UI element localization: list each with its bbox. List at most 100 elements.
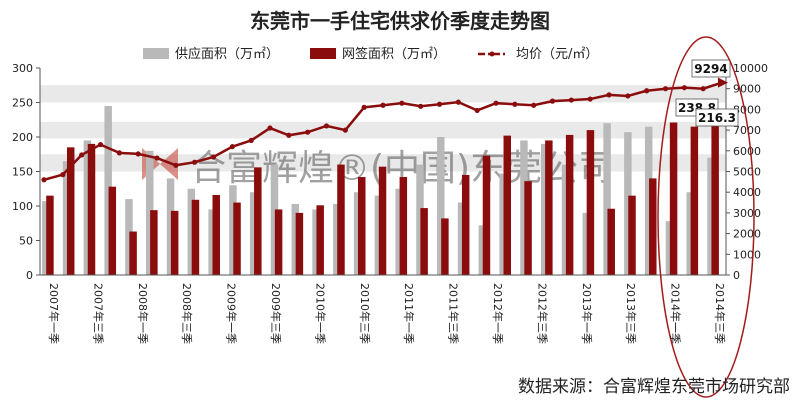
legend-price-label: 均价（元/㎡） — [516, 47, 598, 62]
price-point — [323, 123, 330, 129]
y-right-tick-label: 4000 — [733, 186, 761, 199]
signed-bar — [150, 210, 158, 275]
signed-bar — [628, 195, 636, 275]
y-left-tick-label: 50 — [19, 235, 33, 248]
signed-bar — [649, 178, 657, 275]
price-point — [681, 85, 687, 91]
supply-bar — [353, 192, 362, 275]
price-point — [361, 104, 367, 110]
price-point — [549, 98, 556, 104]
price-point — [512, 101, 518, 107]
supply-bar — [333, 203, 341, 275]
supply-bar — [707, 157, 715, 275]
supply-bar — [644, 126, 653, 276]
supply-bar — [208, 209, 216, 275]
price-point — [210, 154, 217, 160]
signed-bar — [316, 205, 324, 275]
signed-bar — [46, 195, 54, 275]
supply-bar — [42, 201, 50, 275]
signed-bar — [170, 210, 179, 275]
supply-bar — [166, 178, 175, 275]
legend-signed-label: 网签面积（万㎡） — [342, 46, 446, 62]
price-point — [41, 177, 47, 183]
price-point — [662, 86, 669, 92]
y-left-tick-label: 300 — [12, 62, 33, 75]
x-tick-label: 2007年三季 — [91, 283, 105, 344]
price-point — [342, 127, 348, 133]
y-right-tick-label: 1000 — [733, 248, 761, 261]
supply-bar — [540, 143, 549, 275]
x-tick-label: 2014年一季 — [669, 283, 683, 344]
price-point — [229, 144, 235, 150]
price-point — [305, 129, 311, 135]
y-left-tick-label: 250 — [12, 97, 33, 110]
y-right-tick-label: 8000 — [733, 103, 761, 116]
price-point — [286, 132, 292, 138]
supply-bar — [499, 173, 507, 275]
price-point — [474, 107, 480, 114]
y-right-tick-label: 9000 — [733, 83, 761, 96]
supply-bar — [291, 203, 300, 275]
highlight-ellipse — [657, 36, 755, 398]
supply-bar — [665, 221, 674, 275]
signed-bar — [129, 231, 137, 275]
supply-bar — [686, 192, 694, 275]
price-point — [380, 102, 386, 108]
price-point — [60, 172, 66, 178]
y-right-tick-label: 0 — [733, 269, 740, 282]
supply-bar — [582, 212, 591, 275]
signed-bar — [233, 202, 241, 275]
signed-bar — [212, 194, 220, 275]
price-point — [436, 101, 443, 107]
supply-bar — [457, 202, 466, 275]
callout-price-box — [691, 59, 731, 78]
supply-bar — [395, 188, 403, 275]
signed-bar — [358, 177, 366, 275]
legend-signed-swatch — [310, 48, 336, 59]
price-point — [267, 125, 273, 131]
legend-supply-swatch — [143, 48, 169, 59]
x-tick-label: 2013年一季 — [580, 283, 594, 344]
supply-bar — [187, 188, 196, 275]
signed-bar — [545, 140, 553, 275]
supply-bar — [561, 164, 570, 275]
axes: 0501001502002503000100020003000400050006… — [12, 62, 768, 282]
legend-supply-label: 供应面积（万㎡） — [175, 46, 279, 62]
y-right-tick-label: 10000 — [733, 62, 768, 75]
price-point — [455, 99, 461, 105]
price-point — [79, 152, 85, 158]
background-band — [40, 121, 726, 139]
supply-bar — [83, 140, 92, 275]
signed-bar — [441, 218, 449, 275]
price-point — [531, 102, 537, 108]
supply-bar — [270, 164, 279, 275]
supply-bar — [104, 105, 112, 275]
x-tick-label: 2007年一季 — [47, 283, 61, 344]
supply-bar — [229, 185, 237, 275]
bars — [42, 105, 719, 276]
y-left-tick-label: 200 — [12, 131, 33, 144]
x-tick-label: 2012年三季 — [535, 283, 549, 344]
price-point — [154, 155, 160, 161]
callout-supply-text: 216.3 — [698, 111, 736, 125]
x-tick-label: 2010年一季 — [313, 283, 327, 344]
y-left-tick-label: 150 — [12, 166, 33, 179]
signed-bar — [191, 199, 200, 275]
x-tick-label: 2011年三季 — [447, 283, 461, 344]
signed-bar — [586, 130, 595, 275]
signed-bar — [66, 147, 75, 275]
price-point — [700, 86, 706, 92]
supply-bar — [437, 137, 445, 275]
signed-bar — [87, 143, 96, 275]
supply-bar — [249, 192, 258, 275]
x-tick-label: 2008年三季 — [180, 283, 194, 344]
signed-bar — [461, 174, 470, 275]
chart-title: 东莞市一手住宅供求价季度走势图 — [250, 9, 550, 33]
signed-bar — [565, 134, 574, 275]
supply-bar — [624, 132, 632, 275]
y-left-tick-label: 0 — [26, 269, 33, 282]
price-point — [116, 150, 122, 156]
price-series — [41, 77, 728, 183]
